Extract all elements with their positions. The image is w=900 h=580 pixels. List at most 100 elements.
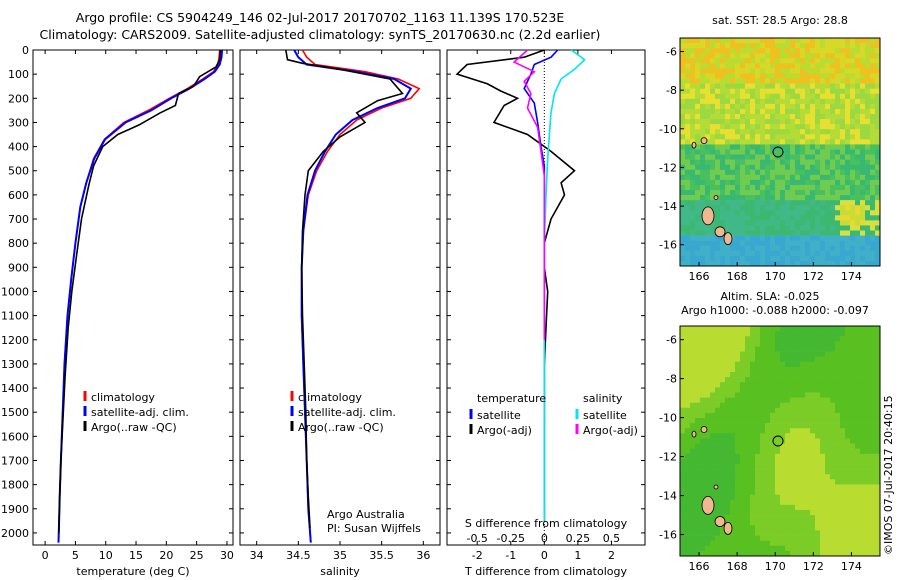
annotation: Argo Australia [327, 508, 405, 521]
depth-tick-label: 300 [8, 116, 29, 129]
depth-tick-label: 700 [8, 213, 29, 226]
plot-frame-2 [239, 49, 441, 546]
legend-label: Argo(..raw -QC) [298, 421, 384, 434]
series-line-4 [512, 49, 546, 340]
argo-location-marker [772, 146, 784, 158]
depth-tick-label: 1300 [1, 358, 29, 371]
plot-frame-1 [32, 49, 234, 546]
depth-tick-label: 1500 [1, 406, 29, 419]
s-tick-label: 0 [541, 532, 548, 545]
s-tick-label: 0.5 [603, 532, 621, 545]
map-frame [679, 37, 881, 267]
island [713, 195, 719, 201]
x-tick-label: 30 [220, 549, 234, 562]
x-tick-label: 36 [416, 549, 430, 562]
map-y-tick-label: -16 [659, 529, 677, 542]
map-y-tick-label: -14 [659, 200, 677, 213]
map-frame [679, 325, 881, 557]
x-tick-label: 1 [574, 549, 581, 562]
map-y-tick-label: -14 [659, 490, 677, 503]
x-axis-label: temperature (deg C) [76, 565, 189, 578]
x-tick-label: 2 [608, 549, 615, 562]
depth-tick-label: 200 [8, 92, 29, 105]
x-axis-label: salinity [320, 565, 360, 578]
map-x-tick-label: 170 [765, 270, 786, 283]
series-line-2 [455, 49, 576, 521]
s-tick-label: -0.25 [497, 532, 525, 545]
legend-header: salinity [583, 392, 623, 405]
x-tick-label: -2 [472, 549, 483, 562]
map-y-tick-label: -16 [659, 239, 677, 252]
map-x-tick-label: 174 [841, 270, 862, 283]
legend-label: satellite-adj. clim. [298, 406, 396, 419]
series-line-3 [285, 49, 404, 529]
depth-tick-label: 1000 [1, 285, 29, 298]
island [700, 137, 708, 145]
depth-tick-label: 100 [8, 68, 29, 81]
map-y-tick-label: -12 [659, 161, 677, 174]
copyright-label: ©IMOS 07-Jul-2017 20:40:15 [882, 395, 895, 555]
argo-location-marker [772, 435, 784, 447]
series-line-3 [58, 49, 222, 533]
map-y-tick-label: -10 [659, 123, 677, 136]
map-x-tick-label: 170 [765, 560, 786, 573]
s-tick-label: -0.5 [466, 532, 487, 545]
island [714, 226, 726, 238]
depth-tick-label: 1900 [1, 503, 29, 516]
x-tick-label: 25 [190, 549, 204, 562]
x-tick-label: 35 [333, 549, 347, 562]
sla-map [680, 326, 881, 557]
island [700, 426, 708, 433]
map-x-tick-label: 168 [727, 560, 748, 573]
x-axis-label: T difference from climatology [464, 565, 627, 578]
depth-tick-label: 1100 [1, 310, 29, 323]
s-tick-label: 0.25 [566, 532, 591, 545]
map-x-tick-label: 172 [803, 560, 824, 573]
map-x-tick-label: 166 [689, 270, 710, 283]
series-line-2 [293, 49, 413, 543]
title-line-2: Climatology: CARS2009. Satellite-adjuste… [39, 27, 601, 42]
map-y-tick-label: -10 [659, 412, 677, 425]
x-tick-label: 34.5 [286, 549, 311, 562]
map-y-tick-label: -12 [659, 451, 677, 464]
legend-label: Argo(-adj) [477, 424, 532, 437]
x-tick-label: 15 [129, 549, 143, 562]
island [713, 484, 719, 490]
island [691, 141, 697, 149]
map-x-tick-label: 168 [727, 270, 748, 283]
x-tick-label: 0 [42, 549, 49, 562]
x-tick-label: 10 [99, 549, 113, 562]
depth-tick-label: 1200 [1, 334, 29, 347]
map-subtitle: Argo h1000: -0.088 h2000: -0.097 [681, 304, 869, 317]
map-x-tick-label: 172 [803, 270, 824, 283]
depth-tick-label: 1700 [1, 454, 29, 467]
legend-label: satellite [583, 409, 627, 422]
island [723, 232, 733, 246]
annotation: PI: Susan Wijffels [327, 522, 421, 535]
legend-label: climatology [298, 391, 362, 404]
map-y-tick-label: -6 [666, 334, 677, 347]
depth-tick-label: 500 [8, 165, 29, 178]
x-tick-label: 34 [250, 549, 264, 562]
plot-frame-3 [446, 49, 646, 546]
island [714, 516, 726, 527]
s-axis-label: S difference from climatology [465, 517, 628, 530]
depth-tick-label: 1600 [1, 430, 29, 443]
map-y-tick-label: -6 [666, 46, 677, 59]
legend-label: satellite [477, 409, 521, 422]
island [701, 495, 715, 515]
map-title: Altim. SLA: -0.025 [720, 290, 819, 303]
island [691, 430, 697, 438]
map-x-tick-label: 174 [841, 560, 862, 573]
depth-tick-label: 2000 [1, 527, 29, 540]
map-title: sat. SST: 28.5 Argo: 28.8 [712, 14, 848, 27]
depth-tick-label: 1800 [1, 479, 29, 492]
legend-label: climatology [91, 391, 155, 404]
legend-label: Argo(..raw -QC) [91, 421, 177, 434]
legend-label: satellite-adj. clim. [91, 406, 189, 419]
legend-label: Argo(-adj) [583, 424, 638, 437]
map-x-tick-label: 166 [689, 560, 710, 573]
legend-header: temperature [477, 392, 546, 405]
depth-tick-label: 0 [22, 44, 29, 57]
